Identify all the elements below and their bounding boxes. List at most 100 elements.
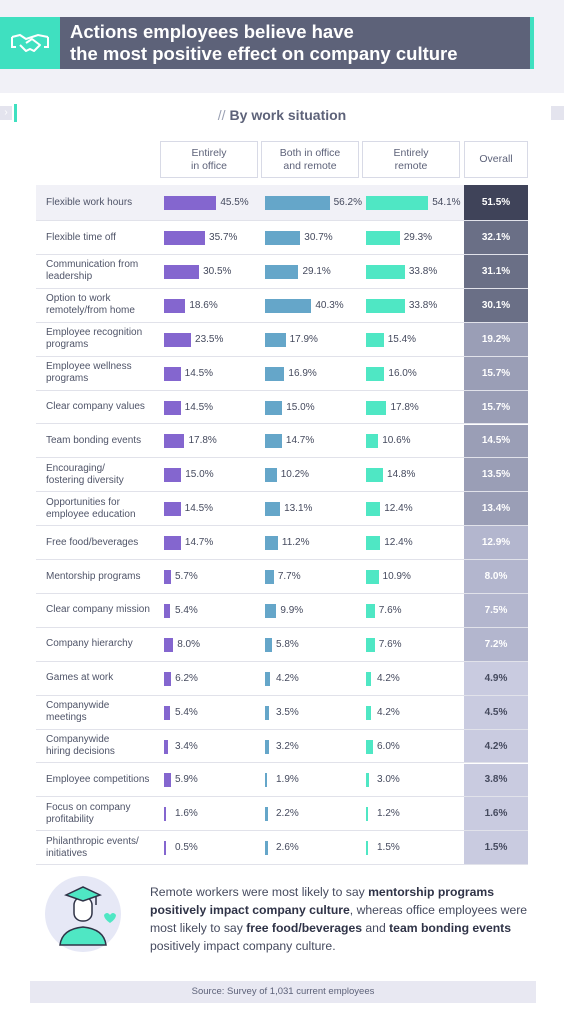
bar-remote: [366, 264, 405, 279]
column-header-overall: Overall: [464, 141, 528, 178]
bar-value-both: 40.3%: [315, 299, 344, 311]
bar-value-both: 56.2%: [333, 197, 362, 208]
table-row: Employee competitions 5.9% 1.9% 3.0% 3.8%: [36, 763, 528, 798]
row-label: Employee recognition programs: [46, 327, 143, 351]
bar-value-both: 11.2%: [281, 537, 310, 549]
bar-office: [164, 841, 166, 856]
bar-office: [164, 332, 192, 347]
bar-remote: [366, 196, 429, 210]
row-label: Clear company values: [46, 401, 145, 413]
bar-value-remote: 7.6%: [378, 604, 402, 616]
bar-value-remote: 3.0%: [377, 774, 400, 786]
table-row: Team bonding events 17.8% 14.7% 10.6% 14.5%: [36, 424, 528, 459]
overall-value: 7.5%: [464, 594, 528, 627]
row-label: Clear company mission: [46, 604, 150, 616]
overall-value: 13.5%: [464, 458, 528, 492]
overall-value: 4.5%: [464, 695, 528, 729]
bar-value-office: 5.9%: [175, 774, 198, 786]
row-label: Encouraging/fostering diversity: [46, 462, 124, 486]
bar-remote: [366, 705, 371, 720]
bar-value-remote: 4.2%: [377, 672, 400, 684]
bar-value-both: 4.2%: [276, 672, 299, 684]
bar-value-both: 13.1%: [284, 503, 313, 515]
table-row: Free food/beverages 14.7% 11.2% 12.4% 12.9%: [36, 526, 528, 561]
bar-remote: [366, 434, 379, 449]
row-label: Flexible time off: [46, 231, 116, 243]
overall-value: 3.8%: [464, 763, 528, 797]
bar-value-office: 45.5%: [220, 197, 249, 208]
bar-remote: [366, 332, 384, 347]
bar-remote: [366, 739, 373, 754]
scroll-right-tab[interactable]: [551, 106, 564, 120]
bar-remote: [366, 773, 370, 788]
overall-value: 15.7%: [464, 356, 528, 390]
table-row: Company hierarchy 8.0% 5.8% 7.6% 7.2%: [36, 627, 528, 662]
bar-both: [265, 705, 270, 720]
overall-value: 15.7%: [464, 390, 528, 424]
bar-value-remote: 54.1%: [432, 197, 461, 208]
overall-value: 32.1%: [464, 221, 528, 254]
bar-office: [164, 264, 200, 279]
bar-value-office: 1.6%: [175, 808, 198, 820]
bar-value-both: 17.9%: [289, 333, 318, 345]
bar-both: [265, 841, 268, 856]
scroll-left-icon[interactable]: ›: [0, 106, 12, 120]
bar-office: [164, 468, 182, 483]
table-row: Philanthropic events/initiatives 0.5% 2.6%…: [36, 831, 528, 866]
bar-value-remote: 1.5%: [377, 842, 400, 854]
row-label: Team bonding events: [46, 434, 142, 446]
bar-both: [265, 739, 269, 754]
chart-card: › //By work situation Entirely in office …: [0, 93, 564, 1024]
bar-both: [265, 298, 312, 313]
row-label: Philanthropic events/initiatives: [46, 835, 139, 859]
bar-remote: [366, 502, 381, 517]
bar-both: [265, 536, 278, 551]
overall-value: 30.1%: [464, 288, 528, 322]
bar-both: [265, 671, 270, 686]
row-label: Employee competitions: [46, 773, 150, 785]
overall-value: 12.9%: [464, 526, 528, 560]
bar-value-both: 29.1%: [302, 265, 331, 277]
overall-value: 7.2%: [464, 627, 528, 661]
overall-value: 1.6%: [464, 797, 528, 831]
bar-both: [265, 502, 281, 517]
bar-office: [164, 570, 171, 585]
bar-remote: [366, 468, 384, 483]
bar-value-both: 10.2%: [280, 469, 310, 481]
bar-value-office: 5.4%: [175, 604, 198, 616]
overall-value: 1.5%: [464, 831, 528, 865]
bar-value-both: 9.9%: [280, 604, 304, 616]
bar-remote: [366, 637, 375, 652]
bar-value-remote: 12.4%: [384, 503, 413, 515]
bar-value-office: 23.5%: [195, 333, 224, 345]
table-row: Option to work remotely/from home 18.6% 40.…: [36, 288, 528, 323]
bar-office: [164, 807, 166, 822]
bar-value-remote: 6.0%: [377, 740, 400, 752]
overall-value: 8.0%: [464, 560, 528, 593]
row-label: Free food/beverages: [46, 536, 139, 548]
bar-remote: [366, 671, 371, 686]
row-label: Companywide hiring decisions: [46, 734, 115, 758]
table-row: Mentorship programs 5.7% 7.7% 10.9% 8.0%: [36, 560, 528, 594]
bar-value-both: 15.0%: [286, 401, 315, 413]
bar-remote: [366, 400, 387, 415]
table-row: Games at work 6.2% 4.2% 4.2% 4.9%: [36, 661, 528, 696]
bar-office: [164, 434, 185, 449]
bar-both: [265, 332, 286, 347]
handshake-icon: [0, 17, 60, 69]
chart-subtitle: //By work situation: [217, 107, 347, 123]
table-row: Communication from leadership 30.5% 29.1% 33…: [36, 255, 528, 289]
bar-office: [164, 298, 186, 313]
header: Actions employees believe have the most …: [0, 17, 534, 69]
bar-value-both: 30.7%: [304, 232, 333, 243]
overall-value: 51.5%: [464, 185, 528, 220]
bar-value-office: 8.0%: [177, 638, 200, 650]
bar-value-both: 16.9%: [288, 367, 317, 379]
table-row: Flexible work hours 45.5% 56.2% 54.1% 51.5%: [36, 185, 528, 221]
bar-office: [164, 671, 172, 686]
table-row: Employee wellness programs 14.5% 16.9% 16.0%…: [36, 356, 528, 391]
bar-office: [164, 603, 171, 618]
bar-both: [265, 603, 277, 618]
row-label: Company hierarchy: [46, 638, 133, 650]
bar-value-remote: 10.6%: [382, 435, 411, 447]
